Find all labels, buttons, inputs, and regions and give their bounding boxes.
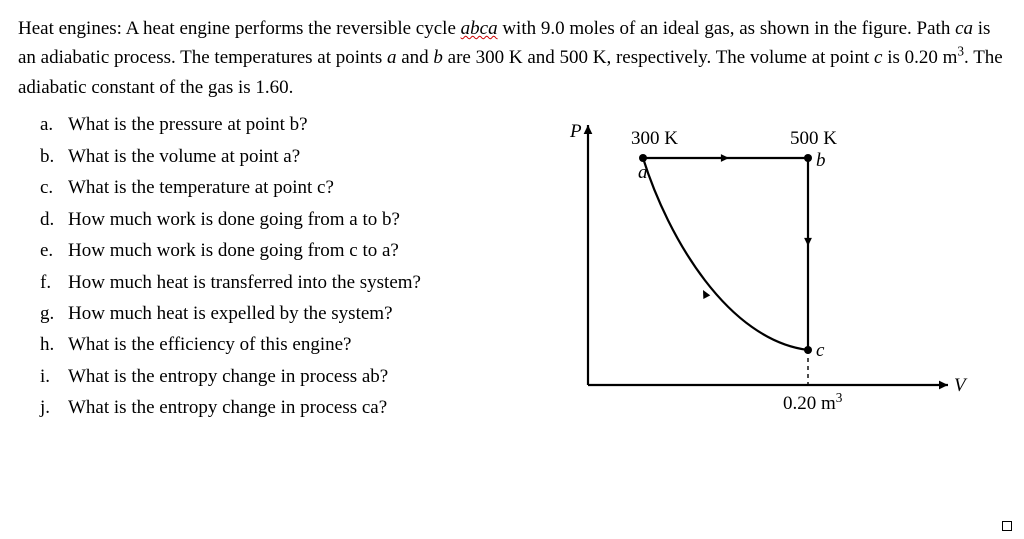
svg-text:0.20 m3: 0.20 m3 — [783, 390, 843, 415]
question-letter: h. — [40, 330, 68, 359]
question-letter: e. — [40, 236, 68, 265]
question-item: h.What is the efficiency of this engine? — [40, 330, 528, 359]
question-text: How much work is done going from c to a? — [68, 236, 528, 265]
svg-text:300 K: 300 K — [631, 128, 678, 149]
question-text: How much work is done going from a to b? — [68, 205, 528, 234]
question-text: What is the entropy change in process ca… — [68, 393, 528, 422]
path-ca: ca — [955, 18, 973, 39]
intro-prefix: Heat engines: A heat engine performs the… — [18, 18, 461, 39]
question-item: g.How much heat is expelled by the syste… — [40, 299, 528, 328]
question-letter: a. — [40, 110, 68, 139]
question-letter: j. — [40, 393, 68, 422]
question-letter: i. — [40, 362, 68, 391]
question-text: How much heat is transferred into the sy… — [68, 268, 528, 297]
question-text: What is the pressure at point b? — [68, 110, 528, 139]
question-item: f.How much heat is transferred into the … — [40, 268, 528, 297]
point-b-ref: b — [433, 47, 443, 68]
question-item: j.What is the entropy change in process … — [40, 393, 528, 422]
pv-diagram: P V 300 K 500 K a b c 0.20 m3 — [528, 110, 1006, 450]
question-text: What is the volume at point a? — [68, 142, 528, 171]
question-text: How much heat is expelled by the system? — [68, 299, 528, 328]
intro-mid: with 9.0 moles of an ideal gas, as shown… — [498, 18, 956, 39]
question-letter: d. — [40, 205, 68, 234]
intro-temps: are 300 K and 500 K, respectively. The v… — [443, 47, 874, 68]
svg-text:500 K: 500 K — [790, 128, 837, 149]
svg-text:P: P — [569, 121, 582, 142]
question-list: a.What is the pressure at point b?b.What… — [18, 110, 528, 424]
question-letter: g. — [40, 299, 68, 328]
cycle-label: abca — [461, 18, 498, 39]
problem-statement: Heat engines: A heat engine performs the… — [18, 14, 1006, 102]
question-text: What is the temperature at point c? — [68, 173, 528, 202]
question-letter: b. — [40, 142, 68, 171]
intro-and: and — [396, 47, 433, 68]
question-item: e.How much work is done going from c to … — [40, 236, 528, 265]
svg-text:a: a — [638, 162, 648, 183]
question-letter: c. — [40, 173, 68, 202]
question-item: a.What is the pressure at point b? — [40, 110, 528, 139]
question-item: b.What is the volume at point a? — [40, 142, 528, 171]
question-item: c.What is the temperature at point c? — [40, 173, 528, 202]
question-item: i.What is the entropy change in process … — [40, 362, 528, 391]
svg-text:c: c — [816, 340, 825, 361]
svg-text:b: b — [816, 150, 826, 171]
question-text: What is the entropy change in process ab… — [68, 362, 528, 391]
question-item: d.How much work is done going from a to … — [40, 205, 528, 234]
intro-vol: is 0.20 m — [882, 47, 957, 68]
end-marker-square — [1002, 521, 1012, 531]
question-letter: f. — [40, 268, 68, 297]
question-text: What is the efficiency of this engine? — [68, 330, 528, 359]
svg-text:V: V — [954, 375, 968, 396]
